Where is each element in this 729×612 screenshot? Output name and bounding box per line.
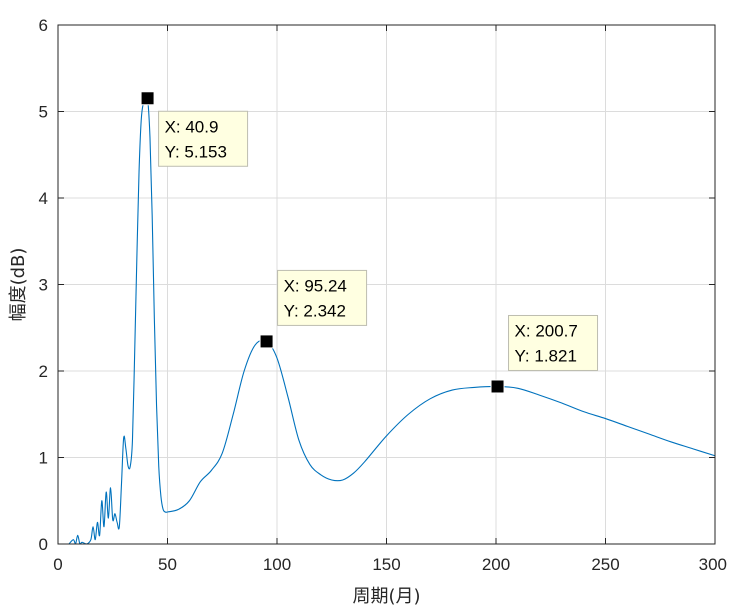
grid [58, 25, 715, 544]
x-tick-label: 150 [372, 555, 400, 574]
datatip-y-label: Y: 5.153 [165, 142, 227, 161]
series-layer [68, 94, 716, 545]
datatip-marker [490, 379, 505, 394]
y-tick-label: 3 [39, 276, 48, 295]
datatips: X: 40.9 Y: 5.153 X: 95.24 Y: 2.342 X: 200.7 Y… [140, 91, 599, 394]
x-tick-label: 300 [699, 555, 727, 574]
x-tick-label: 200 [482, 555, 510, 574]
y-tick-label: 4 [39, 189, 48, 208]
datatip-y-label: Y: 2.342 [284, 301, 346, 320]
x-tick-label: 50 [158, 555, 177, 574]
x-tick-label: 100 [263, 555, 291, 574]
datatip-box [508, 314, 599, 371]
datatip-marker [259, 334, 274, 349]
y-tick-label: 1 [39, 449, 48, 468]
y-tick-label: 6 [39, 16, 48, 35]
y-tick-label: 5 [39, 103, 48, 122]
datatip-x-label: X: 95.24 [284, 276, 347, 295]
datatip-box [158, 110, 249, 167]
x-tick-label: 250 [591, 555, 619, 574]
datatip-marker [140, 91, 155, 106]
x-tick-label: 0 [53, 555, 62, 574]
x-axis-label: 周期(月) [352, 586, 420, 607]
datatip-y-label: Y: 1.821 [515, 346, 577, 365]
datatip-box [277, 269, 368, 326]
datatip-x-label: X: 200.7 [515, 321, 578, 340]
tick-labels: 0 50 100 150 200 250 300 0 1 2 3 4 5 6 [39, 16, 727, 574]
y-tick-label: 0 [39, 535, 48, 554]
series-line [68, 94, 716, 545]
datatip-x-label: X: 40.9 [165, 117, 219, 136]
axes [57, 24, 716, 545]
y-tick-label: 2 [39, 362, 48, 381]
y-axis-label: 幅度(dB) [8, 248, 29, 322]
